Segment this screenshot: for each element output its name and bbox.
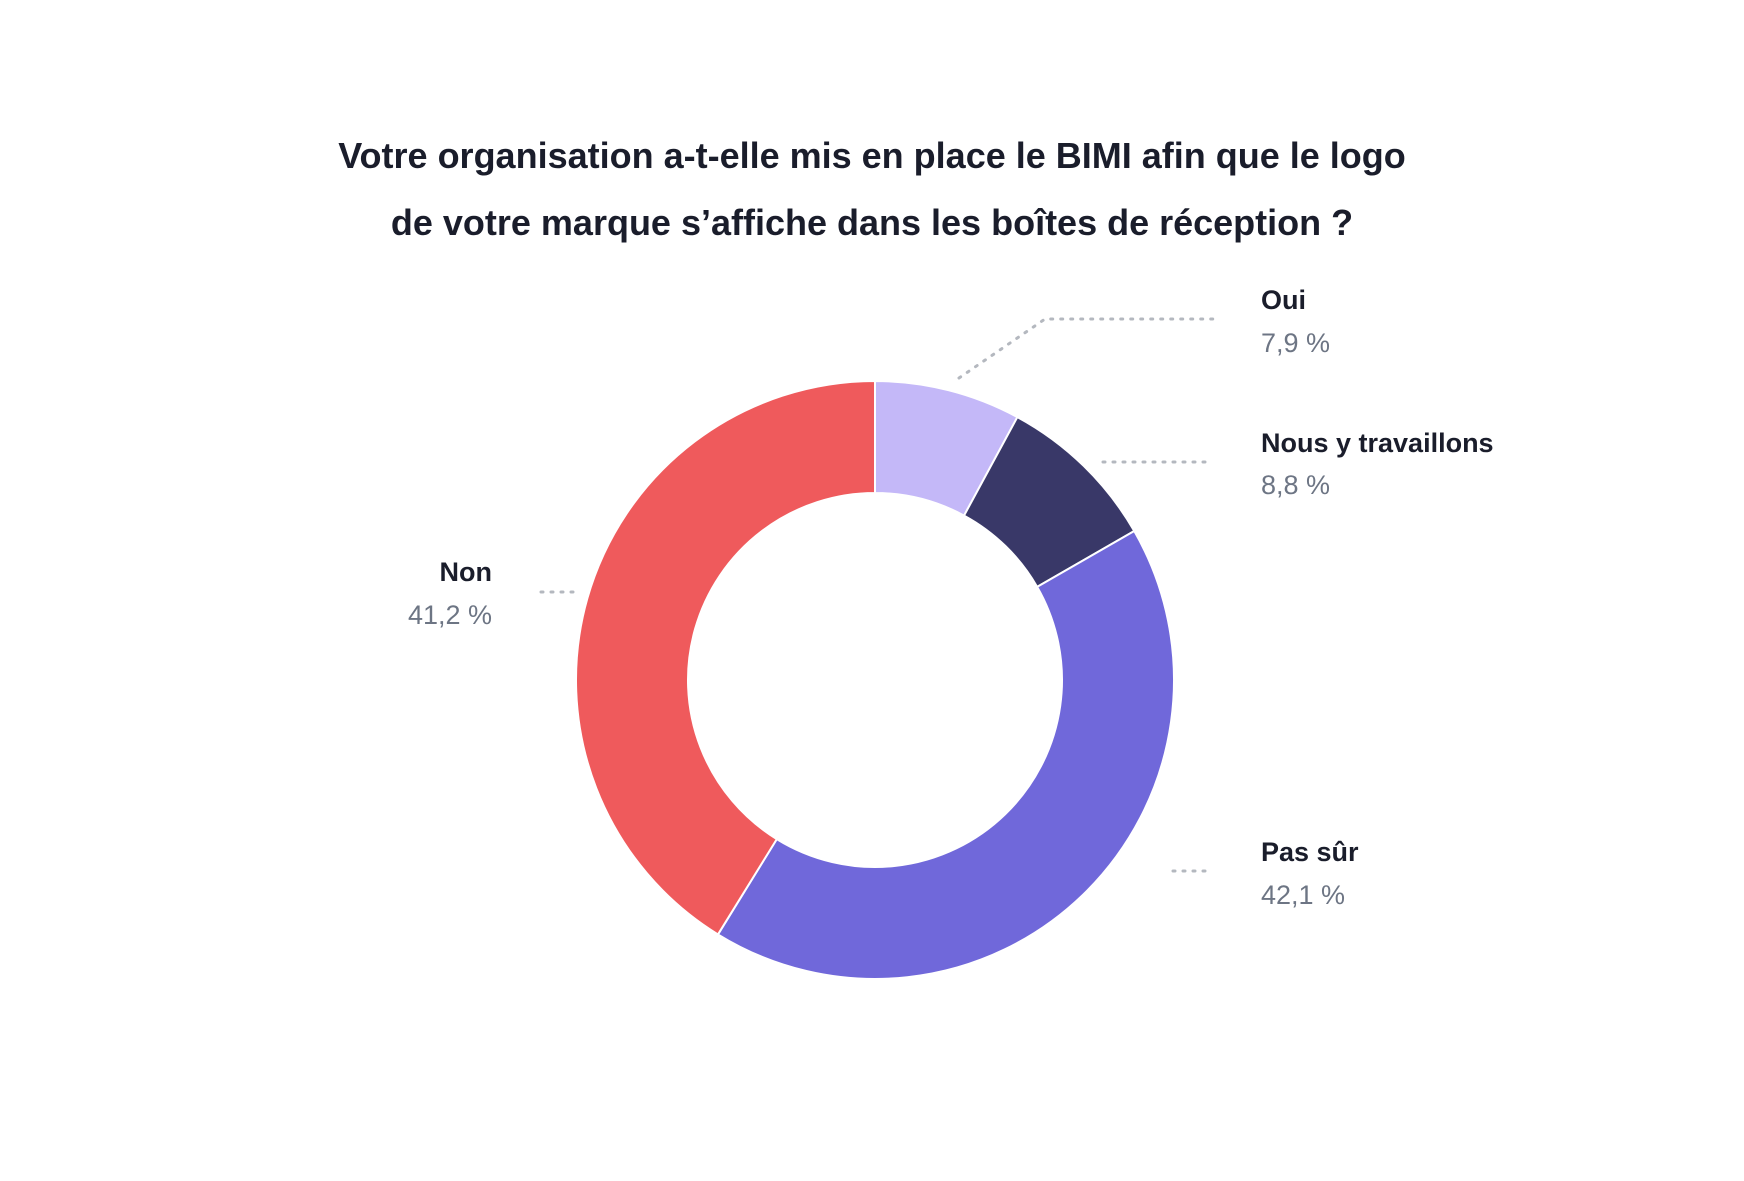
label-non: Non <box>440 557 492 587</box>
chart-title-line-2: de votre marque s’affiche dans les boîte… <box>390 202 1354 243</box>
value-oui: 7,9 % <box>1261 328 1330 358</box>
chart-title: Votre organisation a-t-elle mis en place… <box>0 122 1744 256</box>
slice-pas-sur <box>716 529 1175 980</box>
slice-labels: Oui 7,9 % Nous y travaillons 8,8 % Pas sûr 42… <box>408 285 1494 910</box>
value-pas-sur: 42,1 % <box>1261 880 1345 910</box>
label-oui: Oui <box>1261 285 1306 315</box>
slice-non <box>575 379 876 936</box>
donut-slices <box>575 379 1175 980</box>
label-nous-y-travaillons: Nous y travaillons <box>1261 428 1494 458</box>
leader-line-oui <box>957 317 1215 380</box>
value-nous-y-travaillons: 8,8 % <box>1261 470 1330 500</box>
label-pas-sur: Pas sûr <box>1261 837 1359 867</box>
leader-lines <box>539 317 1215 873</box>
value-non: 41,2 % <box>408 600 492 630</box>
chart-title-line-1: Votre organisation a-t-elle mis en place… <box>338 135 1406 176</box>
